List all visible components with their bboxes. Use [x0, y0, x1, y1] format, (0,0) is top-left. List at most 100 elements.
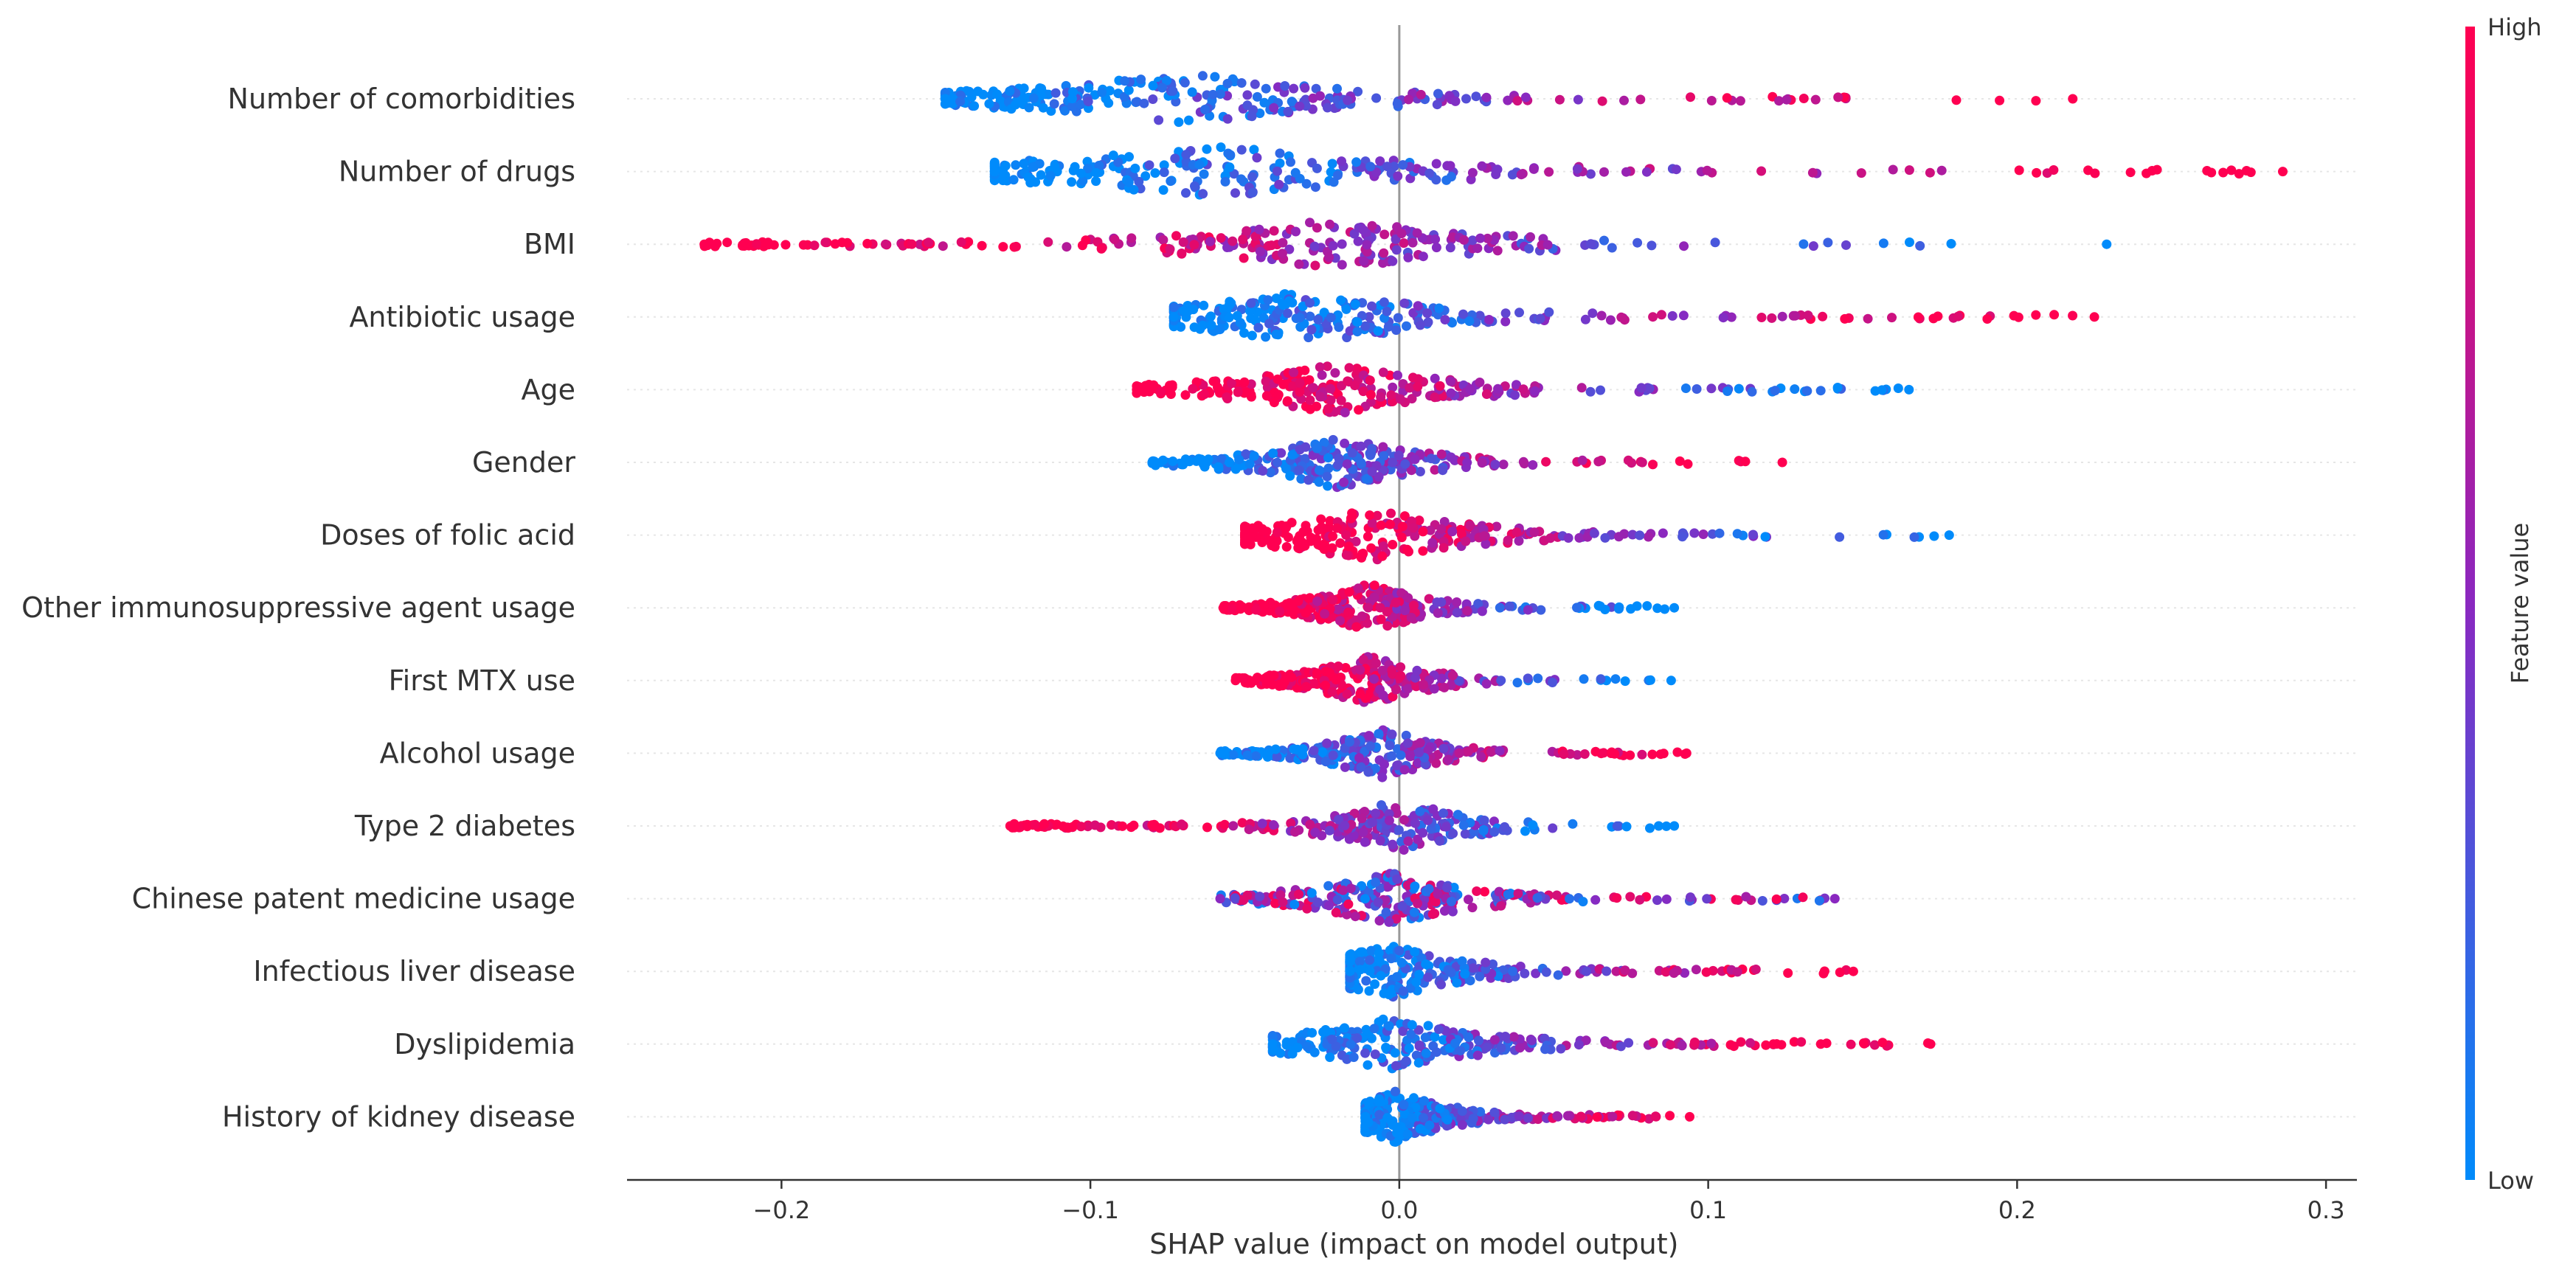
shap-point	[1226, 378, 1236, 389]
shap-point	[1298, 744, 1308, 754]
shap-point	[1747, 386, 1757, 397]
shap-point	[1504, 601, 1514, 611]
shap-point	[1403, 684, 1413, 694]
shap-point	[1045, 170, 1056, 181]
shap-point	[1493, 383, 1503, 394]
shap-point	[1328, 240, 1338, 251]
shap-point	[1296, 473, 1306, 484]
shap-point	[1043, 237, 1053, 247]
shap-point	[1433, 88, 1443, 99]
shap-point	[1612, 893, 1622, 903]
shap-point	[1413, 1058, 1424, 1068]
shap-point	[1310, 827, 1320, 838]
shap-point	[1399, 298, 1410, 308]
shap-point	[1683, 459, 1693, 469]
shap-point	[1644, 532, 1653, 542]
shap-point	[1514, 308, 1524, 318]
shap-point	[1253, 307, 1263, 317]
shap-point	[1070, 162, 1080, 172]
shap-point	[1740, 456, 1751, 467]
shap-point	[1178, 237, 1188, 247]
shap-point	[1559, 749, 1569, 760]
shap-point	[1702, 894, 1712, 904]
shap-point	[1323, 453, 1333, 463]
shap-point	[1268, 820, 1278, 830]
shap-point	[1391, 1060, 1401, 1071]
shap-point	[1049, 99, 1059, 109]
shap-point	[1430, 1032, 1440, 1042]
shap-point	[1741, 892, 1751, 902]
shap-point	[1596, 310, 1607, 321]
shap-point	[1320, 608, 1330, 619]
shap-point	[1355, 947, 1365, 957]
shap-point	[1463, 746, 1473, 757]
shap-point	[1199, 462, 1210, 472]
shap-point	[1420, 1032, 1430, 1043]
shap-point	[1665, 1111, 1675, 1121]
shap-point	[1533, 673, 1543, 684]
shap-point	[1316, 514, 1326, 524]
shap-point	[1052, 819, 1062, 830]
shap-point	[1313, 314, 1323, 324]
shap-point	[984, 99, 994, 109]
shap-point	[1401, 1056, 1411, 1066]
shap-point	[1433, 889, 1443, 899]
shap-point	[1483, 233, 1492, 243]
shap-point	[1619, 95, 1629, 105]
shap-point	[1188, 305, 1199, 315]
shap-point	[1144, 160, 1154, 170]
shap-point	[1240, 539, 1250, 549]
shap-point	[1180, 77, 1190, 88]
shap-point	[1344, 541, 1354, 552]
shap-point	[1541, 456, 1551, 467]
shap-point	[1305, 298, 1315, 308]
shap-point	[1602, 966, 1612, 976]
shap-point	[1414, 515, 1424, 526]
shap-point	[1360, 837, 1370, 847]
shap-point	[1341, 529, 1351, 540]
shap-point	[1367, 817, 1377, 827]
shap-point	[1305, 395, 1315, 405]
shap-point	[1637, 457, 1647, 468]
shap-point	[1043, 89, 1053, 100]
shap-point	[722, 237, 733, 248]
shap-point	[1856, 168, 1866, 178]
shap-point	[1168, 86, 1178, 96]
shap-point	[1450, 1038, 1460, 1049]
shap-point	[1355, 689, 1365, 699]
shap-point	[1011, 241, 1021, 251]
shap-point	[1616, 1041, 1626, 1052]
shap-point-extreme	[1681, 748, 1692, 758]
shap-point	[1287, 450, 1298, 460]
x-ticks: −0.2 −0.1 0.0 0.1 0.2 0.3	[753, 1180, 2345, 1224]
shap-point	[1282, 396, 1292, 406]
shap-point	[1312, 596, 1323, 606]
shap-point	[1388, 540, 1398, 549]
shap-point	[1635, 895, 1645, 905]
shap-point	[1427, 909, 1438, 920]
shap-point	[1796, 1037, 1807, 1047]
shap-point	[1149, 380, 1159, 390]
shap-point	[820, 237, 831, 248]
shap-point	[924, 237, 934, 248]
shap-point	[1406, 465, 1416, 476]
shap-point	[1216, 233, 1226, 243]
x-axis-title: SHAP value (impact on model output)	[1149, 1228, 1678, 1260]
shap-point	[1707, 529, 1717, 539]
shap-point	[1443, 965, 1453, 975]
shap-point	[1354, 753, 1365, 763]
shap-point	[1438, 1035, 1448, 1045]
shap-point	[1148, 94, 1158, 104]
shap-point	[1293, 596, 1303, 606]
shap-point	[1273, 457, 1283, 468]
shap-point	[1338, 885, 1348, 895]
shap-point	[1076, 822, 1086, 832]
shap-point	[1261, 376, 1271, 386]
shap-point	[1388, 382, 1398, 392]
shap-point	[1261, 527, 1272, 537]
shap-point	[1424, 951, 1434, 961]
shap-point	[1289, 900, 1300, 909]
shap-point	[1242, 90, 1253, 100]
shap-point	[1312, 443, 1322, 454]
shap-point	[1479, 531, 1489, 541]
